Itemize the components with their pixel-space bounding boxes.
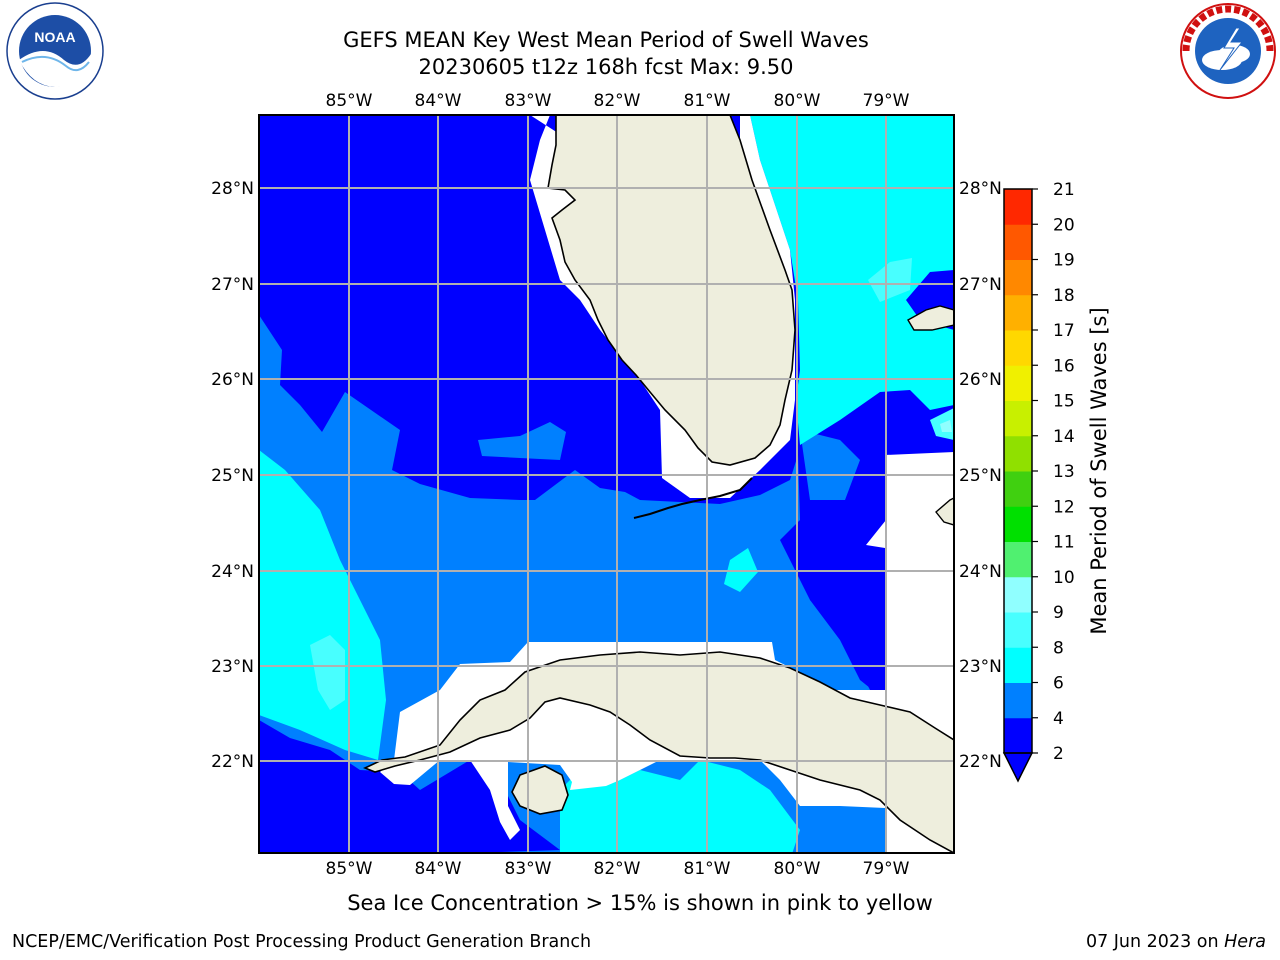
colorbar-segment [1004,647,1032,683]
lat-label-left: 28°N [211,179,254,199]
lon-label-bottom: 83°W [505,859,552,879]
andros-land [935,497,954,526]
colorbar: 2 4 6 8 9 10 11 12 13 14 15 16 17 18 19 20 21 [1002,180,1075,783]
colorbar-tick-label: 15 [1053,392,1075,412]
footer-host: Hera [1224,932,1266,952]
colorbar-segment [1004,365,1032,401]
lat-label-right: 24°N [959,562,1002,582]
colorbar-tick-label: 8 [1053,638,1064,658]
field-4-6 [800,430,860,500]
lat-label-left: 25°N [211,466,254,486]
field-6-8 [560,760,800,853]
keys-outline [633,477,753,519]
lat-label-right: 25°N [959,466,1002,486]
colorbar-segment [1004,189,1032,225]
colorbar-segment [1004,294,1032,331]
field-2-4 [259,720,560,853]
lat-label-left: 23°N [211,657,254,677]
lon-label-bottom: 80°W [774,859,821,879]
field-4-6 [478,422,566,460]
lat-label-left: 27°N [211,275,254,295]
footer-date-text: 07 Jun 2023 on [1085,932,1225,952]
colorbar-tick-label: 6 [1053,674,1064,694]
lat-label-left: 24°N [211,562,254,582]
nodata-region [885,548,954,690]
colorbar-segment [1004,682,1032,719]
colorbar-segment [1004,435,1032,472]
colorbar-extend-arrow [1002,752,1034,783]
colorbar-tick-label: 21 [1053,180,1075,200]
field-9 [940,420,952,432]
lon-label-bottom: 79°W [863,859,910,879]
sea-ice-note: Sea Ice Concentration > 15% is shown in … [347,891,933,915]
colorbar-segment [1004,717,1032,754]
chart-subtitle: 20230605 t12z 168h fcst Max: 9.50 [418,55,794,79]
lon-label-top: 84°W [415,91,462,111]
graticule [259,115,954,853]
footer-credit: NCEP/EMC/Verification Post Processing Pr… [12,932,592,952]
footer-date: 07 Jun 2023 on Hera [1086,932,1266,952]
colorbar-segment [1004,330,1032,366]
noaa-logo: NOAA [6,2,104,100]
colorbar-segment [1004,259,1032,296]
colorbar-segment [1004,541,1032,578]
colorbar-tick-label: 17 [1053,321,1075,341]
colorbar-tick-label: 11 [1053,533,1075,553]
colorbar-tick-label: 19 [1053,251,1075,271]
colorbar-tick-label: 12 [1053,497,1075,517]
svg-text:NOAA: NOAA [34,29,75,45]
bahamas-land [907,305,954,331]
colorbar-tick-label: 4 [1053,709,1064,729]
lat-label-right: 26°N [959,370,1002,390]
lon-label-top: 79°W [863,91,910,111]
field-8-9 [310,635,345,710]
lon-label-top: 81°W [684,91,731,111]
colorbar-segment [1004,612,1032,648]
lon-label-bottom: 81°W [684,859,731,879]
colorbar-tick-label: 14 [1053,427,1075,447]
field-6-8 [750,115,954,445]
lat-label-left: 22°N [211,752,254,772]
colorbar-tick-label: 20 [1053,215,1075,235]
chart-title: GEFS MEAN Key West Mean Period of Swell … [343,28,869,52]
lat-label-right: 23°N [959,657,1002,677]
lon-label-top: 83°W [505,91,552,111]
colorbar-tick-label: 16 [1053,356,1075,376]
lon-label-bottom: 85°W [326,859,373,879]
field-8-9 [868,258,912,302]
isla-juventud [511,765,569,815]
lon-label-top: 80°W [774,91,821,111]
lon-label-bottom: 82°W [594,859,641,879]
lat-label-right: 27°N [959,275,1002,295]
colorbar-tick-label: 2 [1053,744,1064,764]
colorbar-tick-label: 9 [1053,603,1064,623]
colorbar-tick-label: 13 [1053,462,1075,482]
lat-label-right: 28°N [959,179,1002,199]
lat-label-left: 26°N [211,370,254,390]
map-frame [258,114,955,854]
nodata-region [885,452,954,548]
colorbar-segment [1004,576,1032,613]
field-6-8 [259,450,386,760]
colorbar-segment [1004,471,1032,507]
colorbar-segment [1004,224,1032,260]
colorbar-segment [1004,506,1032,542]
colorbar-segment [1004,400,1032,437]
colorbar-tick-label: 18 [1053,286,1075,306]
nws-logo [1180,3,1276,99]
colorbar-tick-label: 10 [1053,568,1075,588]
lon-label-top: 82°W [594,91,641,111]
lon-label-top: 85°W [326,91,373,111]
lat-label-right: 22°N [959,752,1002,772]
lon-label-bottom: 84°W [415,859,462,879]
colorbar-label: Mean Period of Swell Waves [s] [1087,307,1111,634]
